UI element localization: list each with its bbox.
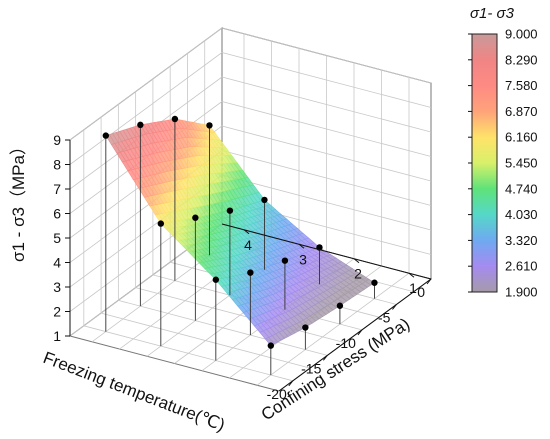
y-tick-mark: [353, 258, 360, 264]
y-grid-line: [256, 272, 410, 386]
z-tick-label: 5: [53, 230, 61, 246]
y-tick-label: 1: [409, 280, 417, 296]
surface-mesh: [105, 118, 376, 346]
data-point: [226, 207, 234, 214]
colorbar-tick-label: 1.900: [505, 285, 538, 300]
data-point: [212, 276, 220, 283]
data-point: [261, 196, 268, 204]
colorbar-tick-label: 6.870: [505, 104, 538, 119]
colorbar-title: σ1- σ3: [470, 5, 515, 22]
data-point: [157, 220, 165, 227]
y-tick-label: 3: [299, 251, 307, 267]
y-tick-mark: [408, 272, 415, 278]
data-point: [192, 214, 199, 221]
x-tick-label: -15: [301, 360, 321, 376]
z-grid-line: [69, 27, 223, 141]
x-axis-line: [278, 278, 432, 392]
data-point: [267, 342, 275, 349]
data-point: [247, 269, 254, 276]
colorbar-tick-label: 7.580: [505, 78, 538, 93]
data-point: [371, 279, 378, 286]
colorbar: σ1- σ3 9.000 8.290 7.580 6.870 6.160 5.450 4.7…: [468, 5, 538, 300]
z-tick-label: 9: [53, 132, 61, 148]
x-tick-mark: [392, 304, 397, 310]
colorbar-tick-label: 5.450: [505, 156, 538, 171]
colorbar-tick-label: 4.740: [505, 181, 538, 196]
x-tick-mark: [357, 329, 363, 336]
data-point: [281, 257, 289, 264]
data-point: [171, 115, 179, 123]
z-tick-label: 7: [53, 181, 61, 197]
colorbar-tick-label: 3.320: [505, 233, 538, 248]
x-tick-mark: [426, 278, 432, 285]
data-point: [206, 122, 213, 129]
z-tick-label: 1: [53, 328, 61, 344]
data-stems: [102, 115, 378, 376]
z-tick-label: 6: [53, 206, 61, 222]
data-point: [102, 132, 110, 139]
x-tick-label: 0: [417, 284, 425, 300]
z-axis-title: σ1 - σ3（MPa）: [9, 138, 28, 262]
z-tick-label: 8: [53, 157, 61, 173]
x-tick-mark: [288, 380, 294, 387]
y-tick-label: 2: [354, 266, 362, 282]
colorbar-tick-label: 8.290: [505, 52, 538, 67]
z-tick-label: 3: [53, 279, 61, 295]
colorbar-gradient: [471, 33, 498, 293]
y-tick-label: 4: [244, 237, 252, 253]
z-tick-label: 2: [53, 304, 61, 320]
z-tick-label: 4: [53, 255, 61, 271]
y-axis-line: [221, 223, 432, 280]
x-tick-mark: [322, 355, 328, 361]
y-tick-mark: [298, 243, 305, 249]
colorbar-tick-label: 9.000: [505, 27, 538, 42]
x-tick-label: -5: [378, 309, 391, 325]
data-point: [336, 302, 344, 309]
colorbar-tick-label: 2.610: [505, 259, 538, 274]
data-point: [302, 324, 309, 331]
x-tick-label: -10: [336, 335, 356, 351]
colorbar-tick-label: 6.160: [505, 130, 538, 145]
colorbar-tick-label: 4.030: [505, 207, 538, 222]
data-point: [137, 121, 144, 129]
z-grid-line: [69, 52, 223, 165]
y-tick-mark: [243, 229, 250, 235]
x-tick-label: -20: [267, 386, 287, 402]
